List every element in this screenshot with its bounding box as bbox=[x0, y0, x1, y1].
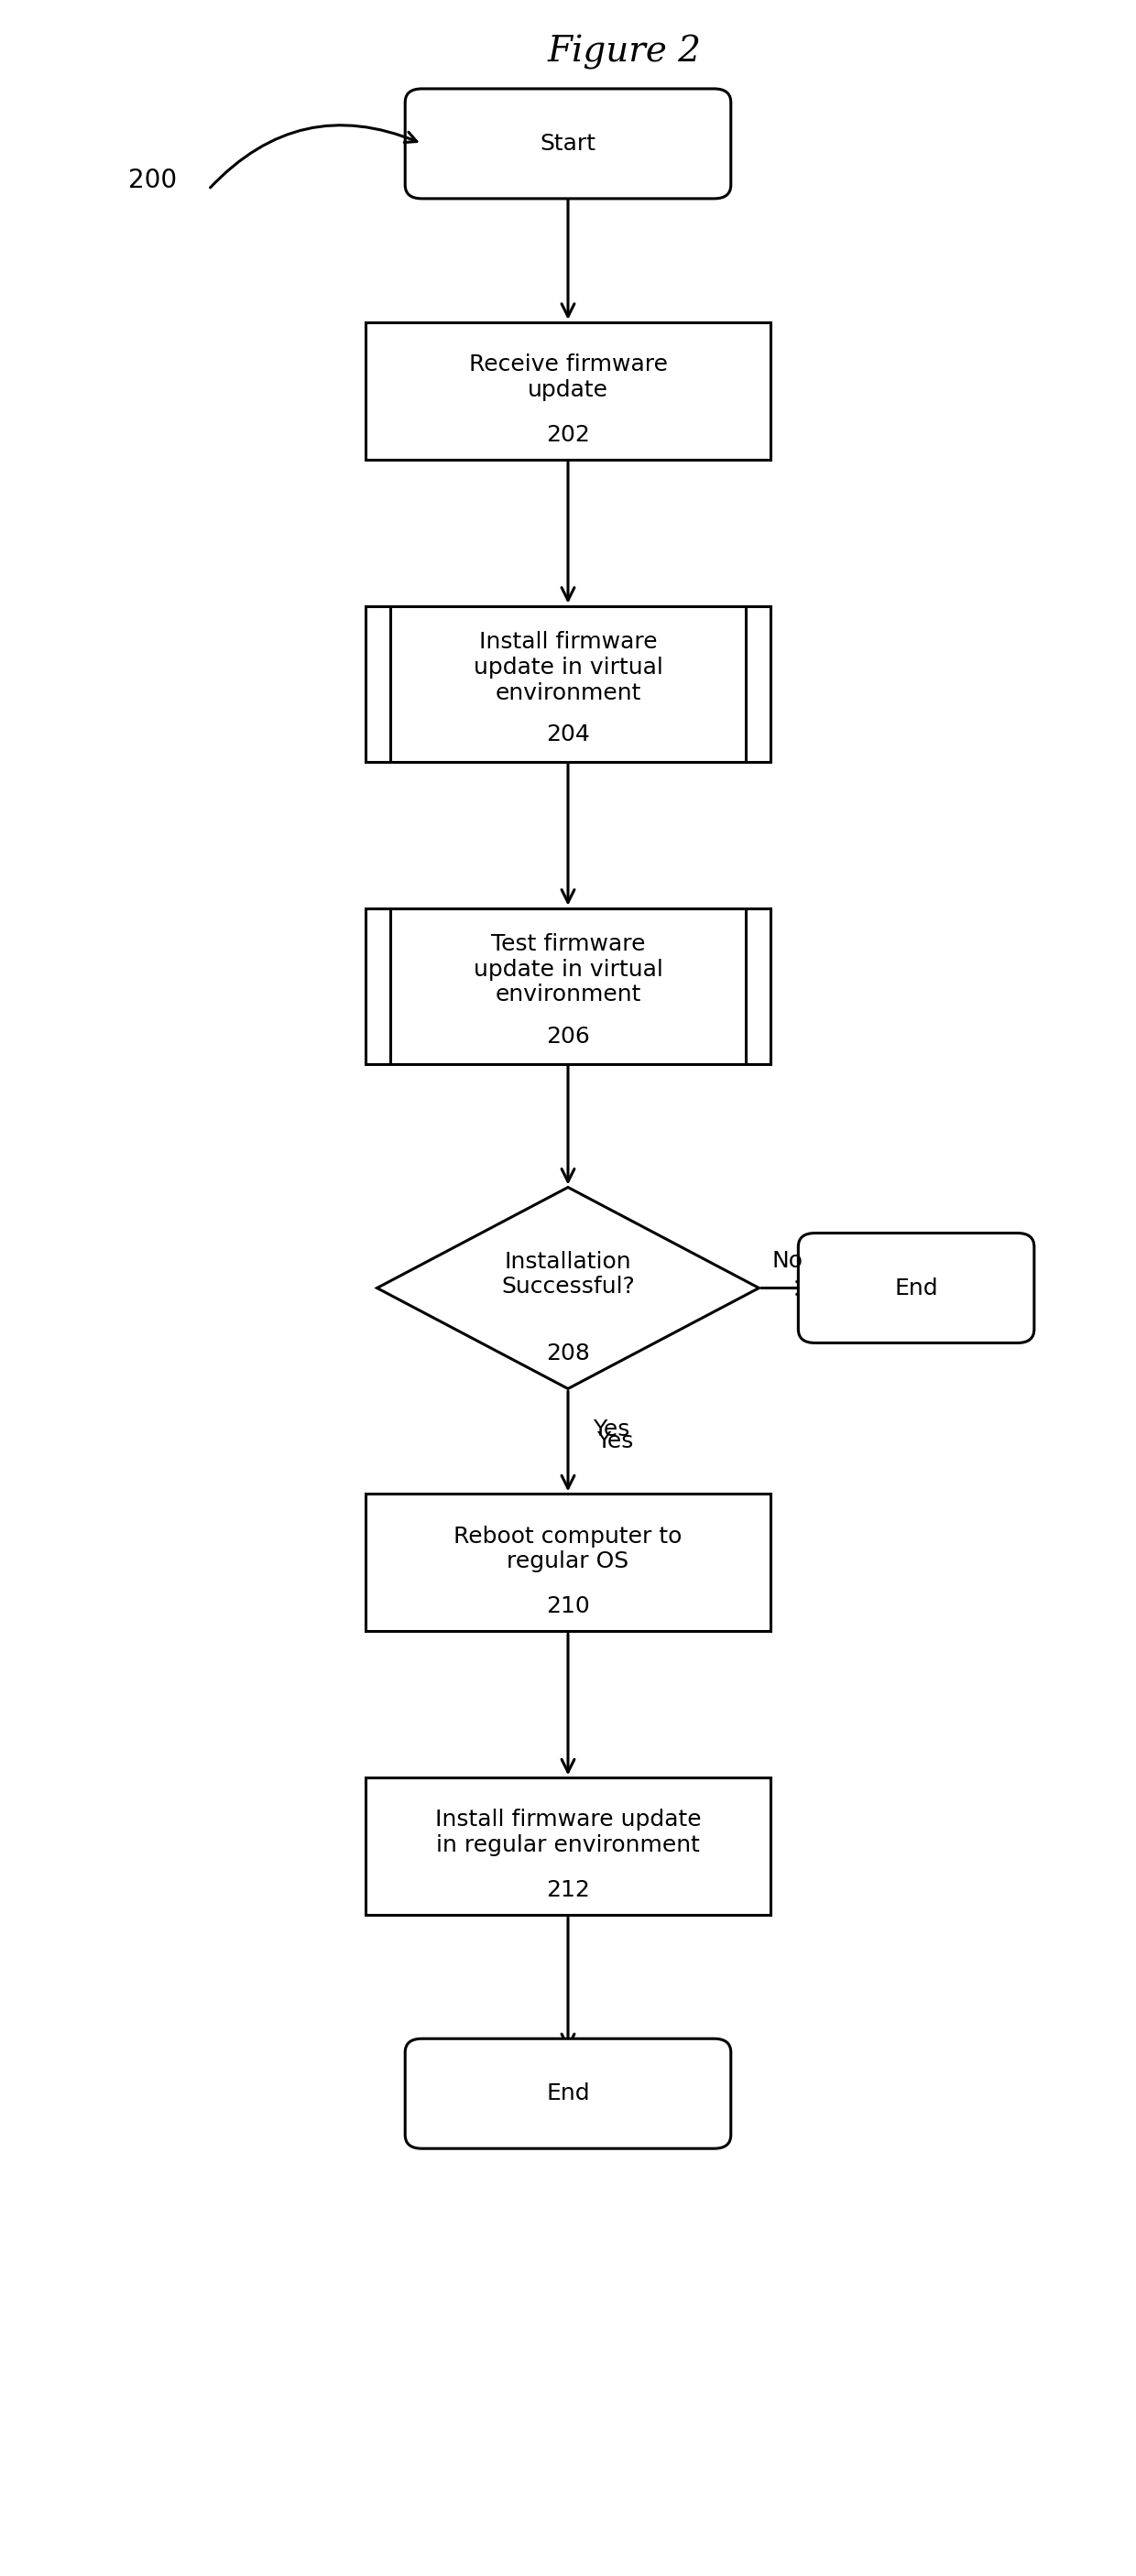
Text: Install firmware
update in virtual
environment: Install firmware update in virtual envir… bbox=[474, 631, 662, 703]
Text: End: End bbox=[546, 2081, 590, 2105]
Bar bbox=[366, 322, 770, 459]
Text: 208: 208 bbox=[546, 1342, 590, 1365]
Bar bbox=[366, 605, 770, 762]
Text: Test firmware
update in virtual
environment: Test firmware update in virtual environm… bbox=[474, 933, 662, 1005]
Text: 212: 212 bbox=[546, 1880, 590, 1901]
Text: Receive firmware
update: Receive firmware update bbox=[469, 353, 668, 402]
Text: Yes: Yes bbox=[596, 1430, 633, 1453]
Text: 206: 206 bbox=[546, 1025, 590, 1048]
FancyBboxPatch shape bbox=[406, 2038, 730, 2148]
Text: End: End bbox=[894, 1278, 938, 1298]
Text: 200: 200 bbox=[128, 167, 177, 193]
Text: Yes: Yes bbox=[593, 1419, 629, 1440]
Bar bbox=[366, 1494, 770, 1631]
Text: 204: 204 bbox=[546, 724, 590, 744]
Text: Reboot computer to
regular OS: Reboot computer to regular OS bbox=[453, 1525, 683, 1571]
Text: Install firmware update
in regular environment: Install firmware update in regular envir… bbox=[435, 1808, 701, 1857]
Text: No: No bbox=[771, 1249, 803, 1273]
Bar bbox=[366, 1777, 770, 1914]
FancyBboxPatch shape bbox=[406, 88, 730, 198]
Text: Installation
Successful?: Installation Successful? bbox=[501, 1249, 635, 1298]
Text: Figure 2: Figure 2 bbox=[548, 33, 701, 70]
FancyBboxPatch shape bbox=[799, 1234, 1034, 1342]
Text: 202: 202 bbox=[546, 425, 590, 446]
Polygon shape bbox=[377, 1188, 759, 1388]
Bar bbox=[366, 909, 770, 1064]
Text: Start: Start bbox=[540, 134, 596, 155]
Text: 210: 210 bbox=[546, 1595, 590, 1618]
